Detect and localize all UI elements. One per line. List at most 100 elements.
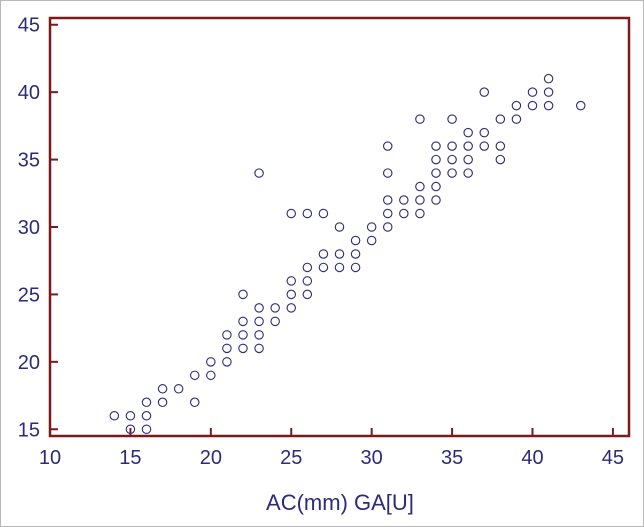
- x-tick-label: 35: [441, 447, 463, 469]
- data-point: [511, 100, 522, 111]
- data-point: [479, 127, 489, 138]
- data-point: [382, 222, 393, 232]
- data-point: [350, 262, 361, 273]
- data-point: [415, 114, 425, 124]
- y-tick-label: 15: [18, 419, 40, 441]
- data-point: [270, 316, 280, 327]
- data-point: [431, 168, 441, 178]
- data-point: [286, 303, 296, 313]
- data-point: [222, 330, 232, 340]
- data-point: [527, 87, 538, 97]
- x-axis-ticks: 10 15 20 25 30 35 40 45: [39, 428, 624, 469]
- y-tick-label: 20: [18, 352, 40, 374]
- x-tick-label: 30: [361, 447, 383, 469]
- data-point: [334, 262, 345, 273]
- data-point: [302, 289, 313, 300]
- data-point: [206, 370, 216, 381]
- data-point: [302, 262, 313, 273]
- data-point: [254, 330, 264, 340]
- data-point: [141, 424, 152, 435]
- data-point: [222, 343, 232, 354]
- data-point: [222, 357, 232, 367]
- data-point: [318, 208, 329, 219]
- data-point: [463, 141, 473, 151]
- data-point: [334, 222, 345, 232]
- data-point: [382, 168, 393, 178]
- data-point: [270, 303, 280, 313]
- y-tick-label: 30: [18, 217, 40, 239]
- data-point: [495, 141, 506, 151]
- data-point: [543, 73, 554, 84]
- data-point: [463, 168, 473, 178]
- data-point: [479, 141, 489, 151]
- data-point: [125, 411, 136, 421]
- data-point: [431, 181, 441, 192]
- data-point: [238, 330, 248, 340]
- data-point: [173, 384, 184, 394]
- x-axis-title: AC(mm) GA[U]: [266, 490, 414, 515]
- data-point: [431, 141, 441, 151]
- data-point: [447, 114, 457, 124]
- data-point: [463, 154, 473, 165]
- data-point: [254, 303, 264, 313]
- y-axis-ticks: 15 20 25 30 35 40 45: [18, 15, 58, 441]
- data-point: [495, 154, 506, 165]
- data-point: [447, 168, 457, 178]
- data-point: [399, 208, 409, 219]
- data-point: [575, 100, 586, 111]
- data-point: [286, 208, 296, 219]
- x-tick-label: 15: [119, 447, 141, 469]
- data-point: [447, 154, 457, 165]
- data-point: [366, 222, 377, 232]
- data-point: [399, 195, 409, 205]
- data-point: [302, 276, 313, 286]
- data-point: [431, 154, 441, 165]
- data-point: [366, 235, 377, 246]
- x-tick-label: 40: [521, 447, 543, 469]
- plot-frame: [48, 16, 631, 438]
- data-point: [125, 424, 136, 435]
- data-point: [141, 411, 152, 421]
- data-point: [318, 262, 329, 273]
- data-point: [302, 208, 313, 219]
- data-point: [415, 195, 425, 205]
- data-point: [286, 289, 296, 300]
- data-point: [238, 343, 248, 354]
- data-point: [479, 87, 489, 97]
- data-point: [286, 276, 296, 286]
- data-point: [415, 181, 425, 192]
- data-point: [157, 397, 168, 408]
- y-tick-label: 35: [18, 150, 40, 172]
- data-point: [109, 411, 120, 421]
- data-point: [238, 289, 248, 300]
- data-point: [238, 316, 248, 327]
- data-point: [318, 249, 329, 259]
- data-point: [543, 100, 554, 111]
- x-tick-label: 20: [200, 447, 222, 469]
- data-points: [109, 73, 586, 435]
- data-point: [190, 370, 200, 381]
- y-tick-label: 45: [18, 15, 40, 37]
- data-point: [382, 141, 393, 151]
- y-tick-label: 40: [18, 82, 40, 104]
- data-point: [511, 114, 522, 124]
- data-point: [495, 114, 506, 124]
- data-point: [157, 384, 168, 394]
- data-point: [206, 357, 216, 367]
- y-tick-label: 25: [18, 284, 40, 306]
- x-tick-label: 45: [602, 447, 624, 469]
- data-point: [447, 141, 457, 151]
- data-point: [350, 249, 361, 259]
- data-point: [543, 87, 554, 97]
- data-point: [334, 249, 345, 259]
- data-point: [463, 127, 473, 138]
- data-point: [415, 208, 425, 219]
- data-point: [382, 208, 393, 219]
- data-point: [431, 195, 441, 205]
- data-point: [382, 195, 393, 205]
- x-tick-label: 10: [39, 447, 61, 469]
- data-point: [254, 343, 264, 354]
- data-point: [254, 316, 264, 327]
